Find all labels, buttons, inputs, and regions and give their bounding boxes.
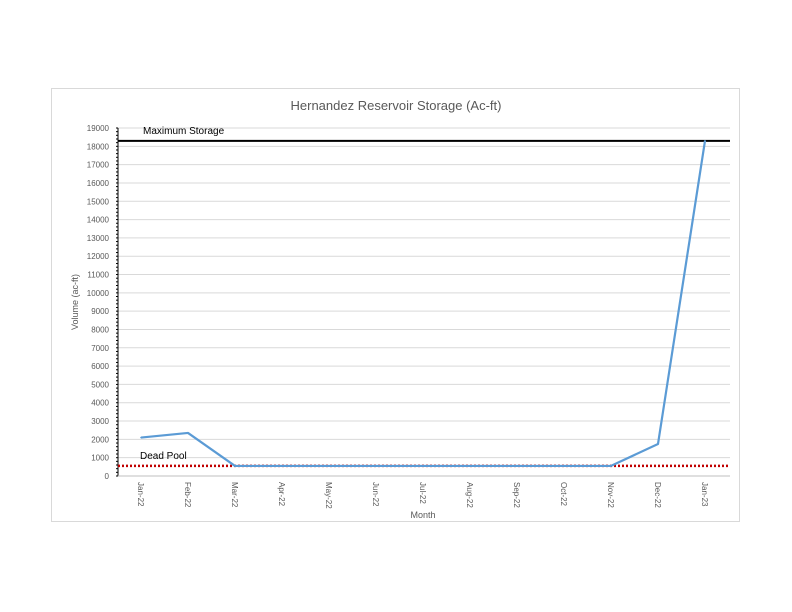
y-tick-label: 9000 (91, 307, 109, 316)
x-tick-label: Jul-22 (418, 482, 427, 504)
data-series (140, 140, 707, 468)
reference-lines: Maximum Storage Dead Pool (118, 126, 730, 468)
data-point (375, 465, 377, 467)
dead-pool-label: Dead Pool (140, 451, 187, 462)
x-tick-label: Mar-22 (230, 482, 239, 508)
y-tick-label: 16000 (87, 179, 110, 188)
y-tick-label: 2000 (91, 435, 109, 444)
y-tick-label: 19000 (87, 124, 110, 133)
gridlines (118, 127, 730, 459)
y-tick-label: 12000 (87, 252, 110, 261)
storage-series-line (140, 140, 707, 468)
y-tick-label: 5000 (91, 380, 109, 389)
x-tick-label: May-22 (324, 482, 333, 509)
x-tick-label: Apr-22 (277, 482, 286, 507)
chart-title: Hernandez Reservoir Storage (Ac-ft) (291, 98, 502, 113)
y-tick-label: 10000 (87, 289, 110, 298)
chart-frame (51, 88, 740, 522)
y-tick-label: 15000 (87, 197, 110, 206)
y-tick-label: 8000 (91, 325, 109, 334)
y-tick-label: 6000 (91, 362, 109, 371)
x-tick-label: Jan-23 (700, 482, 709, 507)
x-tick-label: Oct-22 (559, 482, 568, 507)
data-point (563, 465, 565, 467)
data-point (704, 140, 706, 142)
data-point (140, 436, 142, 439)
data-point (657, 443, 659, 445)
y-axis: 0 1000 2000 3000 4000 5000 6000 7000 8000 9000 100… (87, 124, 119, 481)
y-tick-label: 0 (105, 472, 110, 481)
x-axis-label: Month (410, 510, 435, 520)
data-point (187, 432, 189, 434)
y-axis-label: Volume (ac-ft) (70, 274, 80, 330)
x-tick-label: Dec-22 (653, 482, 662, 508)
x-tick-label: Jun-22 (371, 482, 380, 507)
x-tick-label: Jan-22 (136, 482, 145, 507)
y-tick-label: 1000 (91, 454, 109, 463)
data-point (234, 465, 236, 467)
y-tick-label: 14000 (87, 216, 110, 225)
data-point (281, 465, 283, 467)
x-tick-label: Feb-22 (183, 482, 192, 508)
y-tick-label: 3000 (91, 417, 109, 426)
x-tick-label: Aug-22 (465, 482, 474, 508)
x-tick-label: Sep-22 (512, 482, 521, 508)
data-point (516, 465, 518, 467)
data-point (469, 465, 471, 467)
maximum-storage-label: Maximum Storage (143, 126, 225, 137)
y-tick-label: 4000 (91, 399, 109, 408)
x-tick-label: Nov-22 (606, 482, 615, 508)
data-point (422, 465, 424, 467)
y-tick-label: 17000 (87, 161, 110, 170)
y-tick-label: 13000 (87, 234, 110, 243)
y-tick-label: 18000 (87, 142, 110, 151)
y-tick-label: 7000 (91, 344, 109, 353)
y-tick-label: 11000 (87, 271, 109, 280)
data-point (610, 465, 612, 467)
x-axis: Jan-22 Feb-22 Mar-22 Apr-22 May-22 Jun-22 Jul-… (118, 475, 730, 509)
data-point (328, 465, 330, 467)
